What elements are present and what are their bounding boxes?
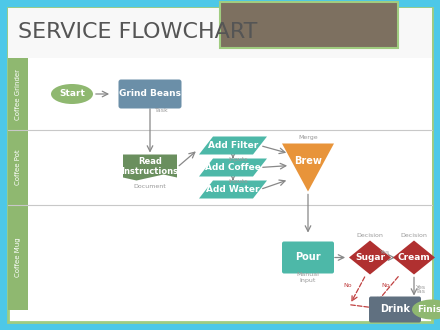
- FancyBboxPatch shape: [8, 8, 432, 322]
- Ellipse shape: [51, 84, 93, 104]
- Polygon shape: [199, 137, 267, 154]
- Bar: [8, 130, 432, 205]
- Text: Read
Instructions: Read Instructions: [121, 157, 179, 176]
- Text: Start: Start: [59, 89, 85, 98]
- Polygon shape: [123, 154, 177, 181]
- Text: Coffee Mug: Coffee Mug: [15, 238, 21, 277]
- Bar: [8, 58, 28, 130]
- Bar: [220, 2, 398, 48]
- Text: No: No: [381, 283, 390, 288]
- Polygon shape: [282, 144, 334, 191]
- Text: Document: Document: [134, 184, 166, 189]
- Polygon shape: [349, 241, 391, 275]
- Polygon shape: [199, 158, 267, 177]
- Polygon shape: [8, 195, 26, 205]
- Text: Yes: Yes: [380, 250, 390, 255]
- Text: Inputs: Inputs: [228, 157, 248, 162]
- Ellipse shape: [412, 300, 440, 319]
- Bar: [8, 58, 432, 130]
- Text: Add Coffee: Add Coffee: [205, 163, 261, 172]
- Text: Tas: Tas: [416, 289, 426, 294]
- Text: Sugar: Sugar: [355, 253, 385, 262]
- Text: Task: Task: [155, 109, 169, 114]
- Text: Decision: Decision: [356, 233, 383, 238]
- Text: Add Filter: Add Filter: [208, 141, 258, 150]
- Text: Coffee Pot: Coffee Pot: [15, 150, 21, 185]
- Text: Coffee Grinder: Coffee Grinder: [15, 69, 21, 119]
- Text: Inputs: Inputs: [228, 179, 248, 184]
- FancyBboxPatch shape: [369, 296, 421, 322]
- Polygon shape: [8, 120, 26, 130]
- Text: Add Water: Add Water: [206, 185, 260, 194]
- Text: Drink: Drink: [380, 305, 410, 314]
- FancyBboxPatch shape: [118, 80, 182, 109]
- Text: Brew: Brew: [294, 156, 322, 167]
- Text: Manual
Input: Manual Input: [297, 272, 319, 283]
- Text: Cream: Cream: [398, 253, 430, 262]
- Text: Yes: Yes: [416, 285, 426, 290]
- Text: Pour: Pour: [295, 252, 321, 262]
- Text: No: No: [344, 283, 352, 288]
- Bar: [8, 205, 432, 310]
- FancyBboxPatch shape: [282, 242, 334, 274]
- Bar: [8, 205, 28, 310]
- Text: SERVICE FLOWCHART: SERVICE FLOWCHART: [18, 22, 257, 42]
- Polygon shape: [199, 181, 267, 199]
- Polygon shape: [393, 241, 435, 275]
- Bar: [8, 8, 432, 58]
- Text: Finish: Finish: [417, 305, 440, 314]
- Bar: [220, 2, 398, 48]
- Text: Grind Beans: Grind Beans: [119, 89, 181, 98]
- Text: Decision: Decision: [400, 233, 427, 238]
- Bar: [8, 130, 28, 205]
- Text: Merge: Merge: [298, 135, 318, 140]
